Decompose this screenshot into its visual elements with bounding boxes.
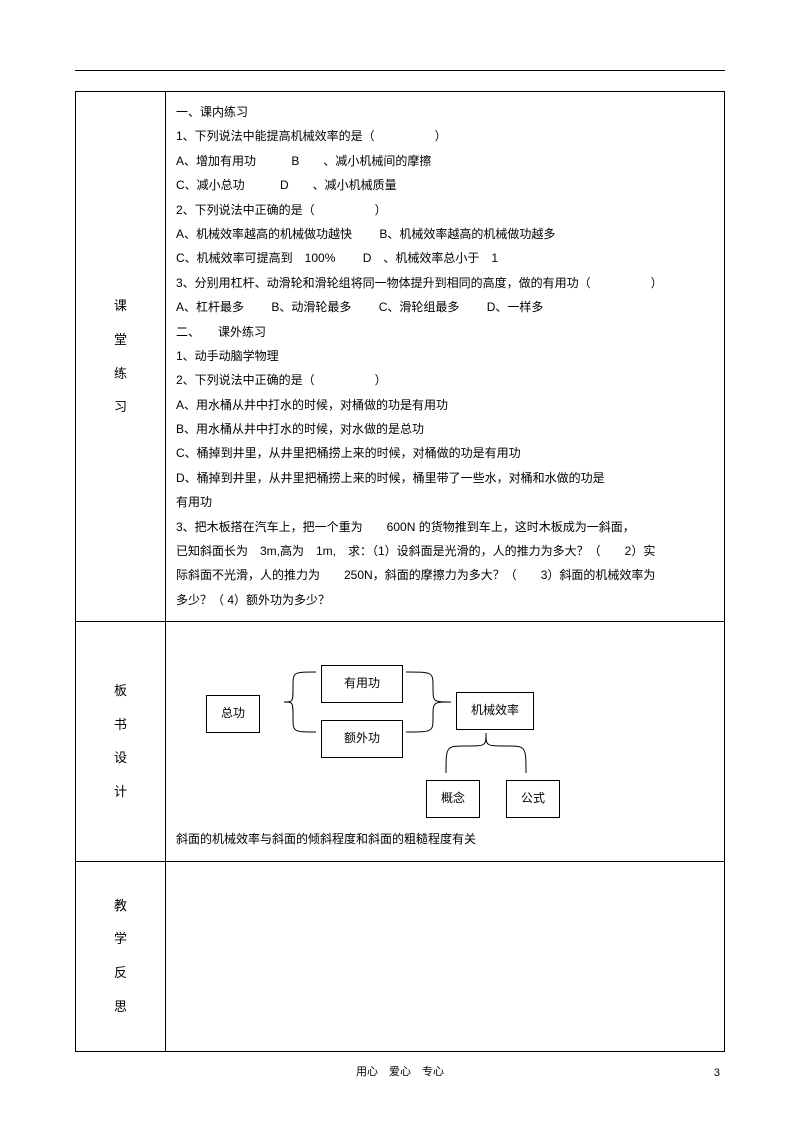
p3l4: 多少？（ 4）额外功为多少？ xyxy=(176,589,714,612)
box-extra: 额外功 xyxy=(321,720,403,757)
page-container: 课 堂 练 习 一、课内练习 1、下列说法中能提高机械效率的是（ ） A、增加有… xyxy=(0,0,800,1092)
footer-text: 用心 爱心 专心 xyxy=(0,1063,800,1079)
p3l3: 际斜面不光滑，人的推力为 250N，斜面的摩擦力为多大？（ 3）斜面的机械效率为 xyxy=(176,564,714,587)
label-char: 教 xyxy=(86,889,155,923)
section1-title: 一、课内练习 xyxy=(176,101,714,124)
label-char: 计 xyxy=(86,775,155,809)
p2d: D、桶掉到井里，从井里把桶捞上来的时候，桶里带了一些水，对桶和水做的功是 xyxy=(176,467,714,490)
q3d: D、一样多 xyxy=(487,300,544,314)
label-char: 练 xyxy=(86,357,155,391)
content-cell-board: 总功 有用功 额外功 机械效率 概念 公式 xyxy=(166,622,725,861)
q1-opts-ab: A、增加有用功 B 、减小机械间的摩擦 xyxy=(176,150,714,173)
q1a: A、增加有用功 xyxy=(176,154,256,168)
row-board: 板 书 设 计 总功 有用功 额外功 机械效率 概念 公式 xyxy=(76,622,725,861)
q3b: B、动滑轮最多 xyxy=(271,300,351,314)
label-cell-reflection: 教 学 反 思 xyxy=(76,861,166,1051)
q3c: C、滑轮组最多 xyxy=(379,300,460,314)
p2d2: 有用功 xyxy=(176,491,714,514)
box-efficiency: 机械效率 xyxy=(456,692,534,729)
content-cell-reflection xyxy=(166,861,725,1051)
vlabel-board: 板 书 设 计 xyxy=(86,674,155,809)
q2d: D 、机械效率总小于 1 xyxy=(363,251,498,265)
q2-opts-cd: C、机械效率可提高到 100% D 、机械效率总小于 1 xyxy=(176,247,714,270)
label-cell-board: 板 书 设 计 xyxy=(76,622,166,861)
board-diagram: 总功 有用功 额外功 机械效率 概念 公式 xyxy=(176,650,714,820)
box-total: 总功 xyxy=(206,695,260,732)
label-cell-practice: 课 堂 练 习 xyxy=(76,92,166,622)
q2b: B、机械效率越高的机械做功越多 xyxy=(379,227,555,241)
p2a: A、用水桶从井中打水的时候，对桶做的功是有用功 xyxy=(176,394,714,417)
board-content: 总功 有用功 额外功 机械效率 概念 公式 xyxy=(176,650,714,851)
q2: 2、下列说法中正确的是（ ） xyxy=(176,199,714,222)
left-brace-icon xyxy=(271,662,321,742)
board-conclusion: 斜面的机械效率与斜面的倾斜程度和斜面的粗糙程度有关 xyxy=(176,828,714,851)
q1c: C、减小总功 xyxy=(176,178,245,192)
row-reflection: 教 学 反 思 xyxy=(76,861,725,1051)
label-char: 设 xyxy=(86,741,155,775)
main-table: 课 堂 练 习 一、课内练习 1、下列说法中能提高机械效率的是（ ） A、增加有… xyxy=(75,91,725,1052)
practice-content: 一、课内练习 1、下列说法中能提高机械效率的是（ ） A、增加有用功 B 、减小… xyxy=(176,101,714,612)
q1d: D 、减小机械质量 xyxy=(280,178,397,192)
q3a: A、杠杆最多 xyxy=(176,300,244,314)
section2-title: 二、 课外练习 xyxy=(176,321,714,344)
box-useful: 有用功 xyxy=(321,665,403,702)
content-cell-practice: 一、课内练习 1、下列说法中能提高机械效率的是（ ） A、增加有用功 B 、减小… xyxy=(166,92,725,622)
q1-opts-cd: C、减小总功 D 、减小机械质量 xyxy=(176,174,714,197)
page-number: 3 xyxy=(714,1067,720,1079)
box-formula: 公式 xyxy=(506,780,560,817)
label-char: 堂 xyxy=(86,323,155,357)
p2c: C、桶掉到井里，从井里把桶捞上来的时候，对桶做的功是有用功 xyxy=(176,442,714,465)
down-brace-icon xyxy=(431,728,541,778)
q2c: C、机械效率可提高到 100% xyxy=(176,251,335,265)
label-char: 学 xyxy=(86,922,155,956)
label-char: 反 xyxy=(86,956,155,990)
q1b: B 、减小机械间的摩擦 xyxy=(291,154,431,168)
p2b: B、用水桶从井中打水的时候，对水做的是总功 xyxy=(176,418,714,441)
top-rule xyxy=(75,70,725,71)
label-char: 习 xyxy=(86,390,155,424)
p3l2: 已知斜面长为 3m,高为 1m, 求：（1）设斜面是光滑的，人的推力为多大？（ … xyxy=(176,540,714,563)
vlabel-practice: 课 堂 练 习 xyxy=(86,289,155,424)
row-practice: 课 堂 练 习 一、课内练习 1、下列说法中能提高机械效率的是（ ） A、增加有… xyxy=(76,92,725,622)
q3-opts: A、杠杆最多 B、动滑轮最多 C、滑轮组最多 D、一样多 xyxy=(176,296,714,319)
q3: 3、分别用杠杆、动滑轮和滑轮组将同一物体提升到相同的高度，做的有用功（ ） xyxy=(176,272,714,295)
label-char: 板 xyxy=(86,674,155,708)
q1: 1、下列说法中能提高机械效率的是（ ） xyxy=(176,125,714,148)
q2a: A、机械效率越高的机械做功越快 xyxy=(176,227,352,241)
vlabel-reflection: 教 学 反 思 xyxy=(86,889,155,1024)
p1: 1、动手动脑学物理 xyxy=(176,345,714,368)
p3l1: 3、把木板搭在汽车上，把一个重为 600N 的货物推到车上，这时木板成为一斜面， xyxy=(176,516,714,539)
label-char: 思 xyxy=(86,990,155,1024)
label-char: 课 xyxy=(86,289,155,323)
p2: 2、下列说法中正确的是（ ） xyxy=(176,369,714,392)
label-char: 书 xyxy=(86,708,155,742)
q2-opts-ab: A、机械效率越高的机械做功越快 B、机械效率越高的机械做功越多 xyxy=(176,223,714,246)
box-concept: 概念 xyxy=(426,780,480,817)
